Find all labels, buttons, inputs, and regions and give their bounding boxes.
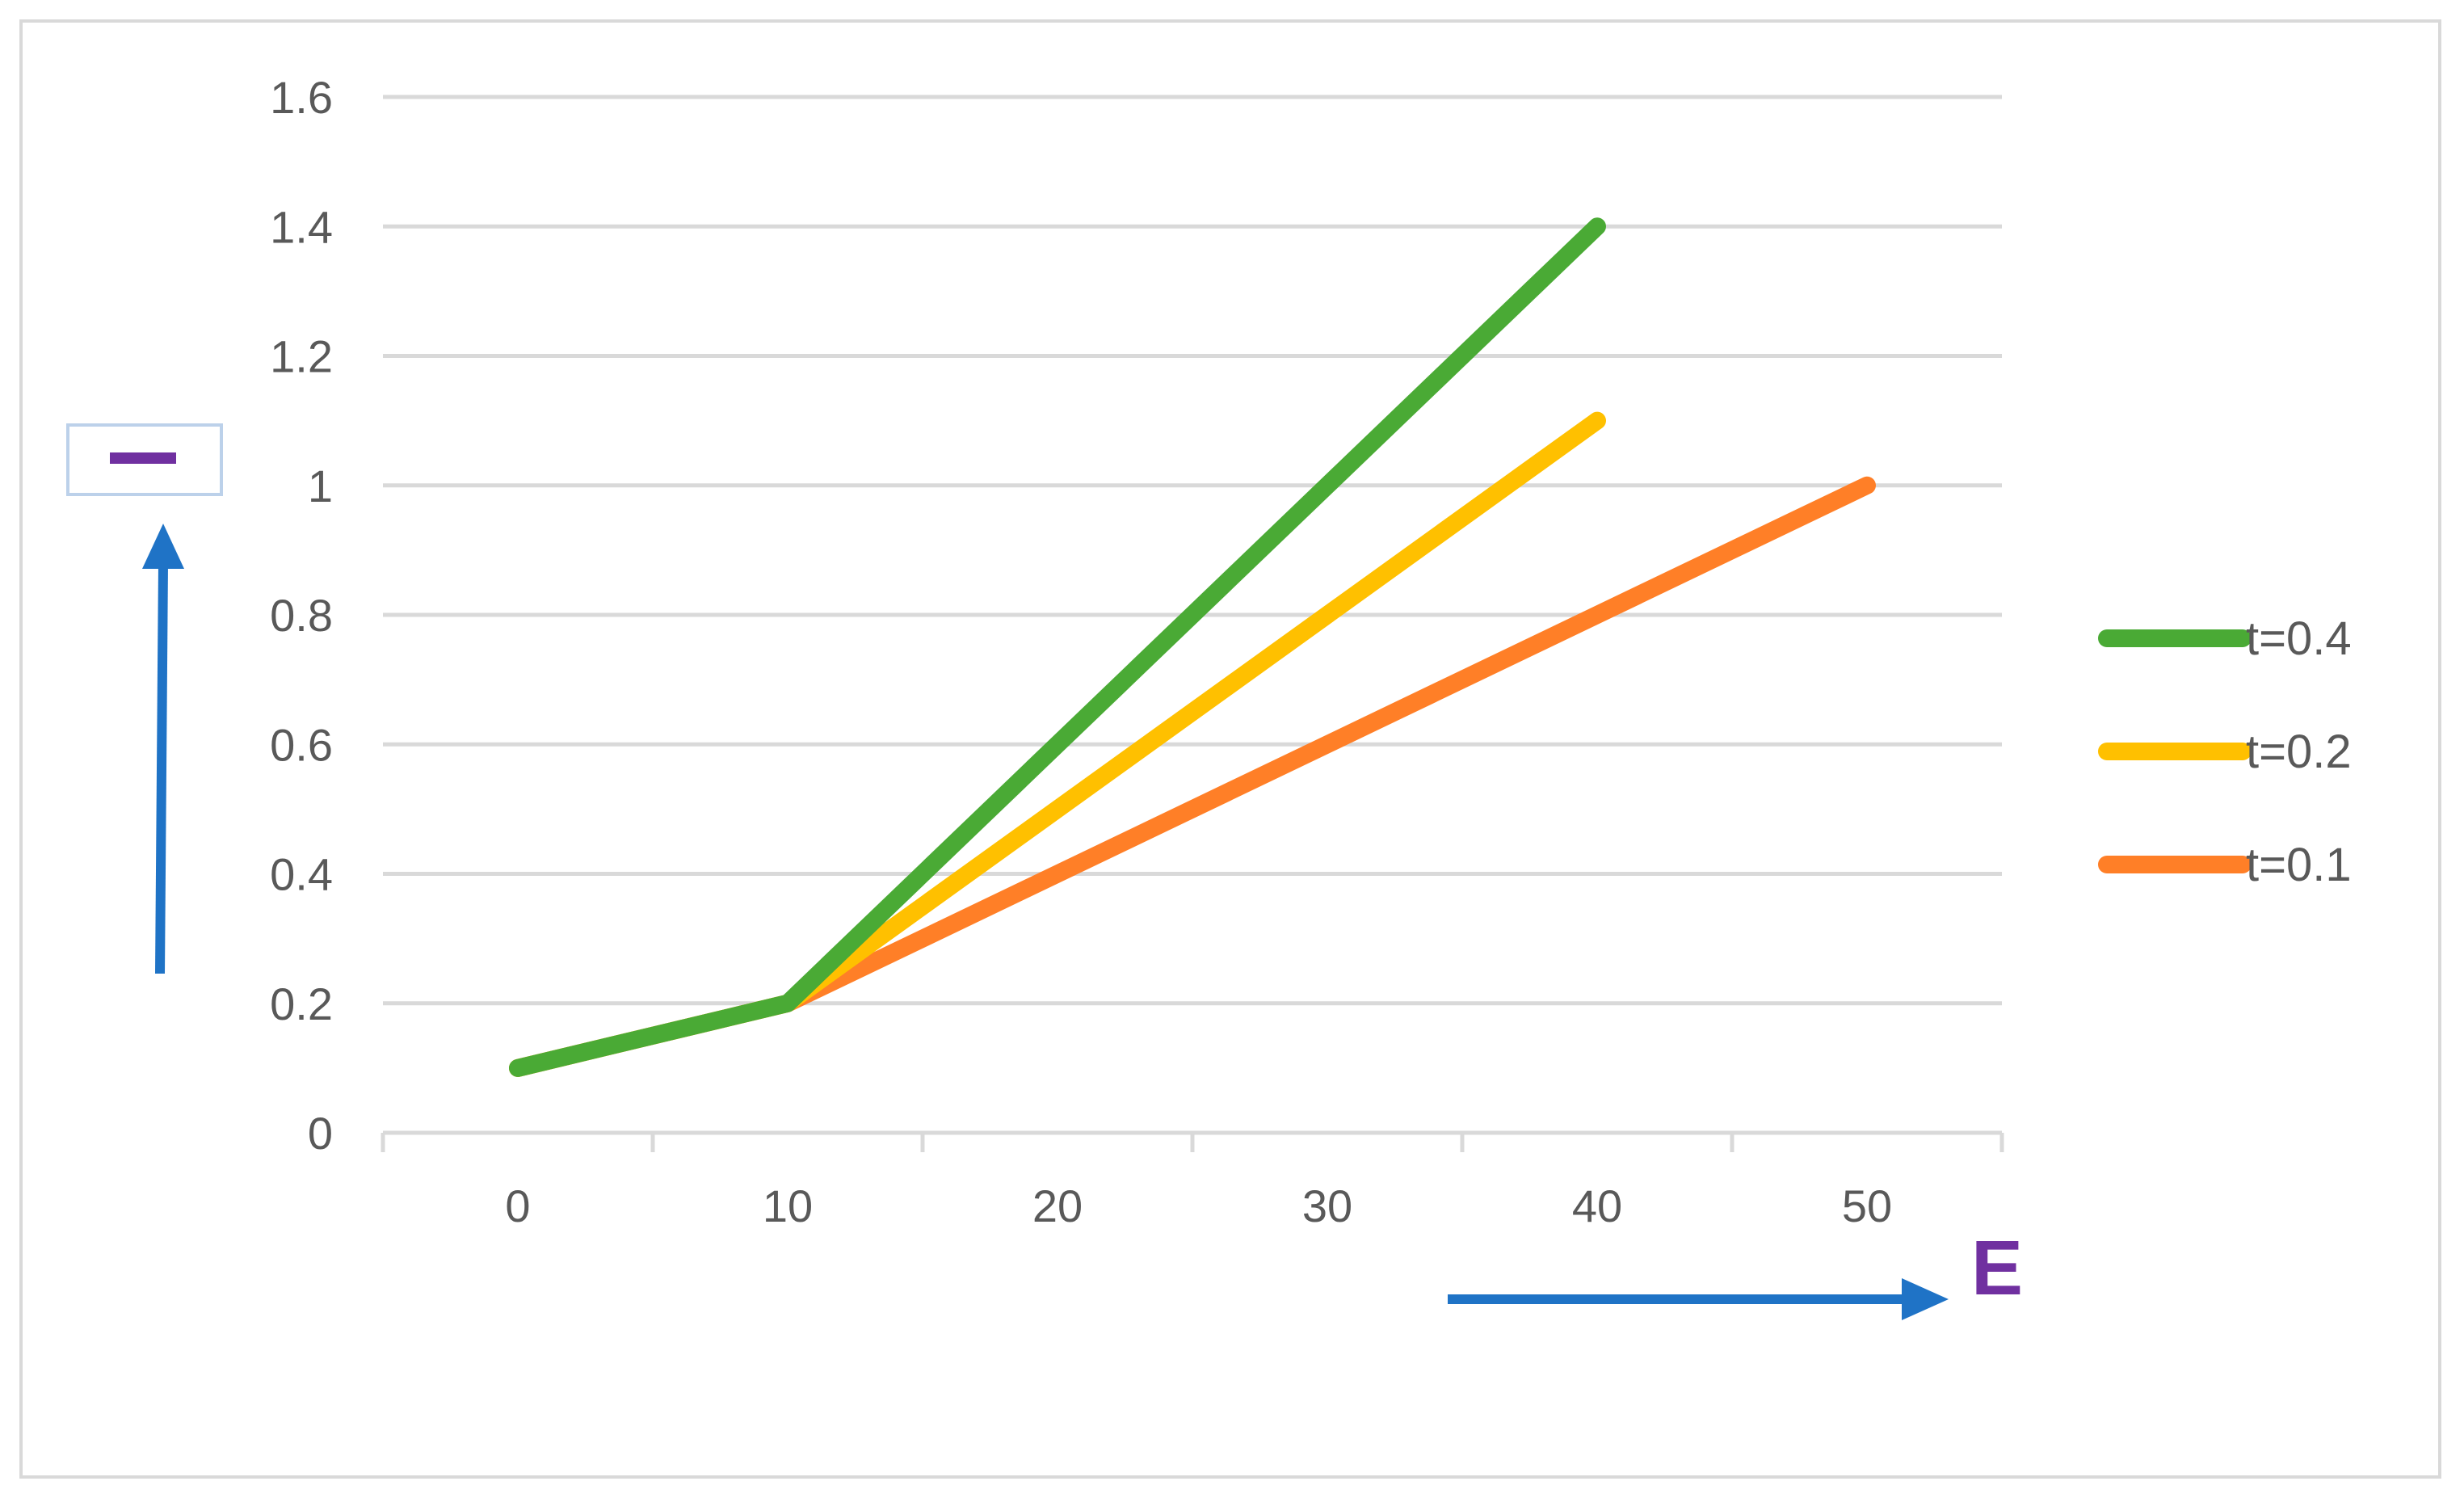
x-tick-label: 50 [1842,1180,1892,1231]
y-axis-arrow [142,524,184,974]
y-axis-ticks: 0 0.2 0.4 0.6 0.8 1 1.2 1.4 1.6 [270,72,333,1159]
series-line-t=0.1 [509,476,1876,1077]
y-tick-label: 0.2 [270,978,333,1029]
y-tick-label: 1.2 [270,331,333,382]
series-line-t=0.4 [509,217,1606,1077]
x-tick-label: 10 [763,1180,813,1231]
legend: t=0.4 t=0.2 t=0.1 [2098,612,2352,891]
x-axis-title: E [1971,1225,2023,1311]
y-axis-label-box [66,423,223,496]
x-tick-label: 40 [1572,1180,1622,1231]
gridlines [383,95,2002,1006]
y-tick-label: 0.6 [270,719,333,770]
legend-label: t=0.4 [2246,612,2352,665]
line-chart: 0 0.2 0.4 0.6 0.8 1 1.2 1.4 1.6 0 10 20 30 40 50 t=0.… [66,72,2352,1320]
x-axis: 0 10 20 30 40 50 [381,1130,2004,1231]
y-tick-label: 1 [308,461,333,511]
legend-label: t=0.1 [2246,839,2352,891]
x-tick-label: 0 [505,1180,530,1231]
legend-label: t=0.2 [2246,726,2352,778]
x-tick-label: 20 [1032,1180,1083,1231]
y-tick-label: 0.8 [270,590,333,641]
y-axis-symbol [110,452,176,464]
chart-frame: 0 0.2 0.4 0.6 0.8 1 1.2 1.4 1.6 0 10 20 30 40 50 t=0.… [19,19,2441,1479]
y-tick-label: 0.4 [270,849,333,900]
y-tick-label: 1.6 [270,72,333,123]
y-tick-label: 1.4 [270,201,333,252]
y-tick-label: 0 [308,1108,333,1159]
series-lines [509,217,1876,1077]
x-axis-arrow [1448,1278,1949,1320]
x-tick-label: 30 [1302,1180,1352,1231]
